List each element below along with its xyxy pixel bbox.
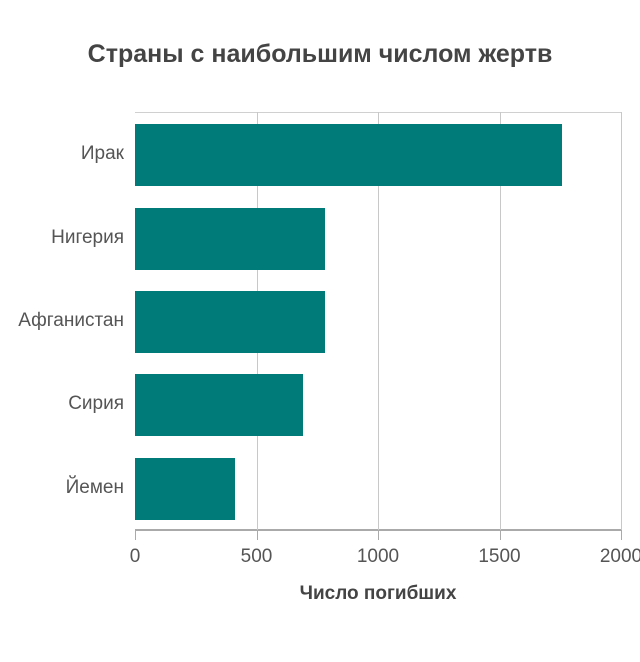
x-tick-mark: [499, 530, 501, 540]
x-tick-mark: [135, 530, 136, 540]
x-tick-mark: [256, 530, 258, 540]
bar: [135, 124, 562, 186]
category-label: Йемен: [65, 477, 124, 498]
x-tick-label: 0: [129, 546, 141, 567]
bar: [135, 291, 326, 353]
category-label: Нигерия: [51, 227, 124, 248]
category-label: Ирак: [80, 143, 124, 164]
chart-title: Страны с наибольшим числом жертв: [87, 40, 553, 68]
x-tick-mark: [378, 530, 379, 540]
bar: [135, 208, 326, 270]
bar: [135, 458, 235, 520]
x-tick-mark: [621, 530, 622, 540]
x-tick-label: 1500: [478, 546, 521, 567]
category-label: Сирия: [68, 393, 124, 414]
x-tick-label: 500: [240, 546, 273, 567]
gridline: [621, 112, 622, 530]
x-tick-label: 2000: [599, 546, 640, 567]
bar: [135, 374, 303, 436]
x-axis-label: Число погибших: [299, 583, 457, 604]
plot-area: [135, 112, 622, 531]
category-label: Афганистан: [18, 310, 124, 331]
gridline: [378, 112, 379, 530]
gridline: [499, 112, 501, 530]
x-tick-label: 1000: [356, 546, 400, 567]
